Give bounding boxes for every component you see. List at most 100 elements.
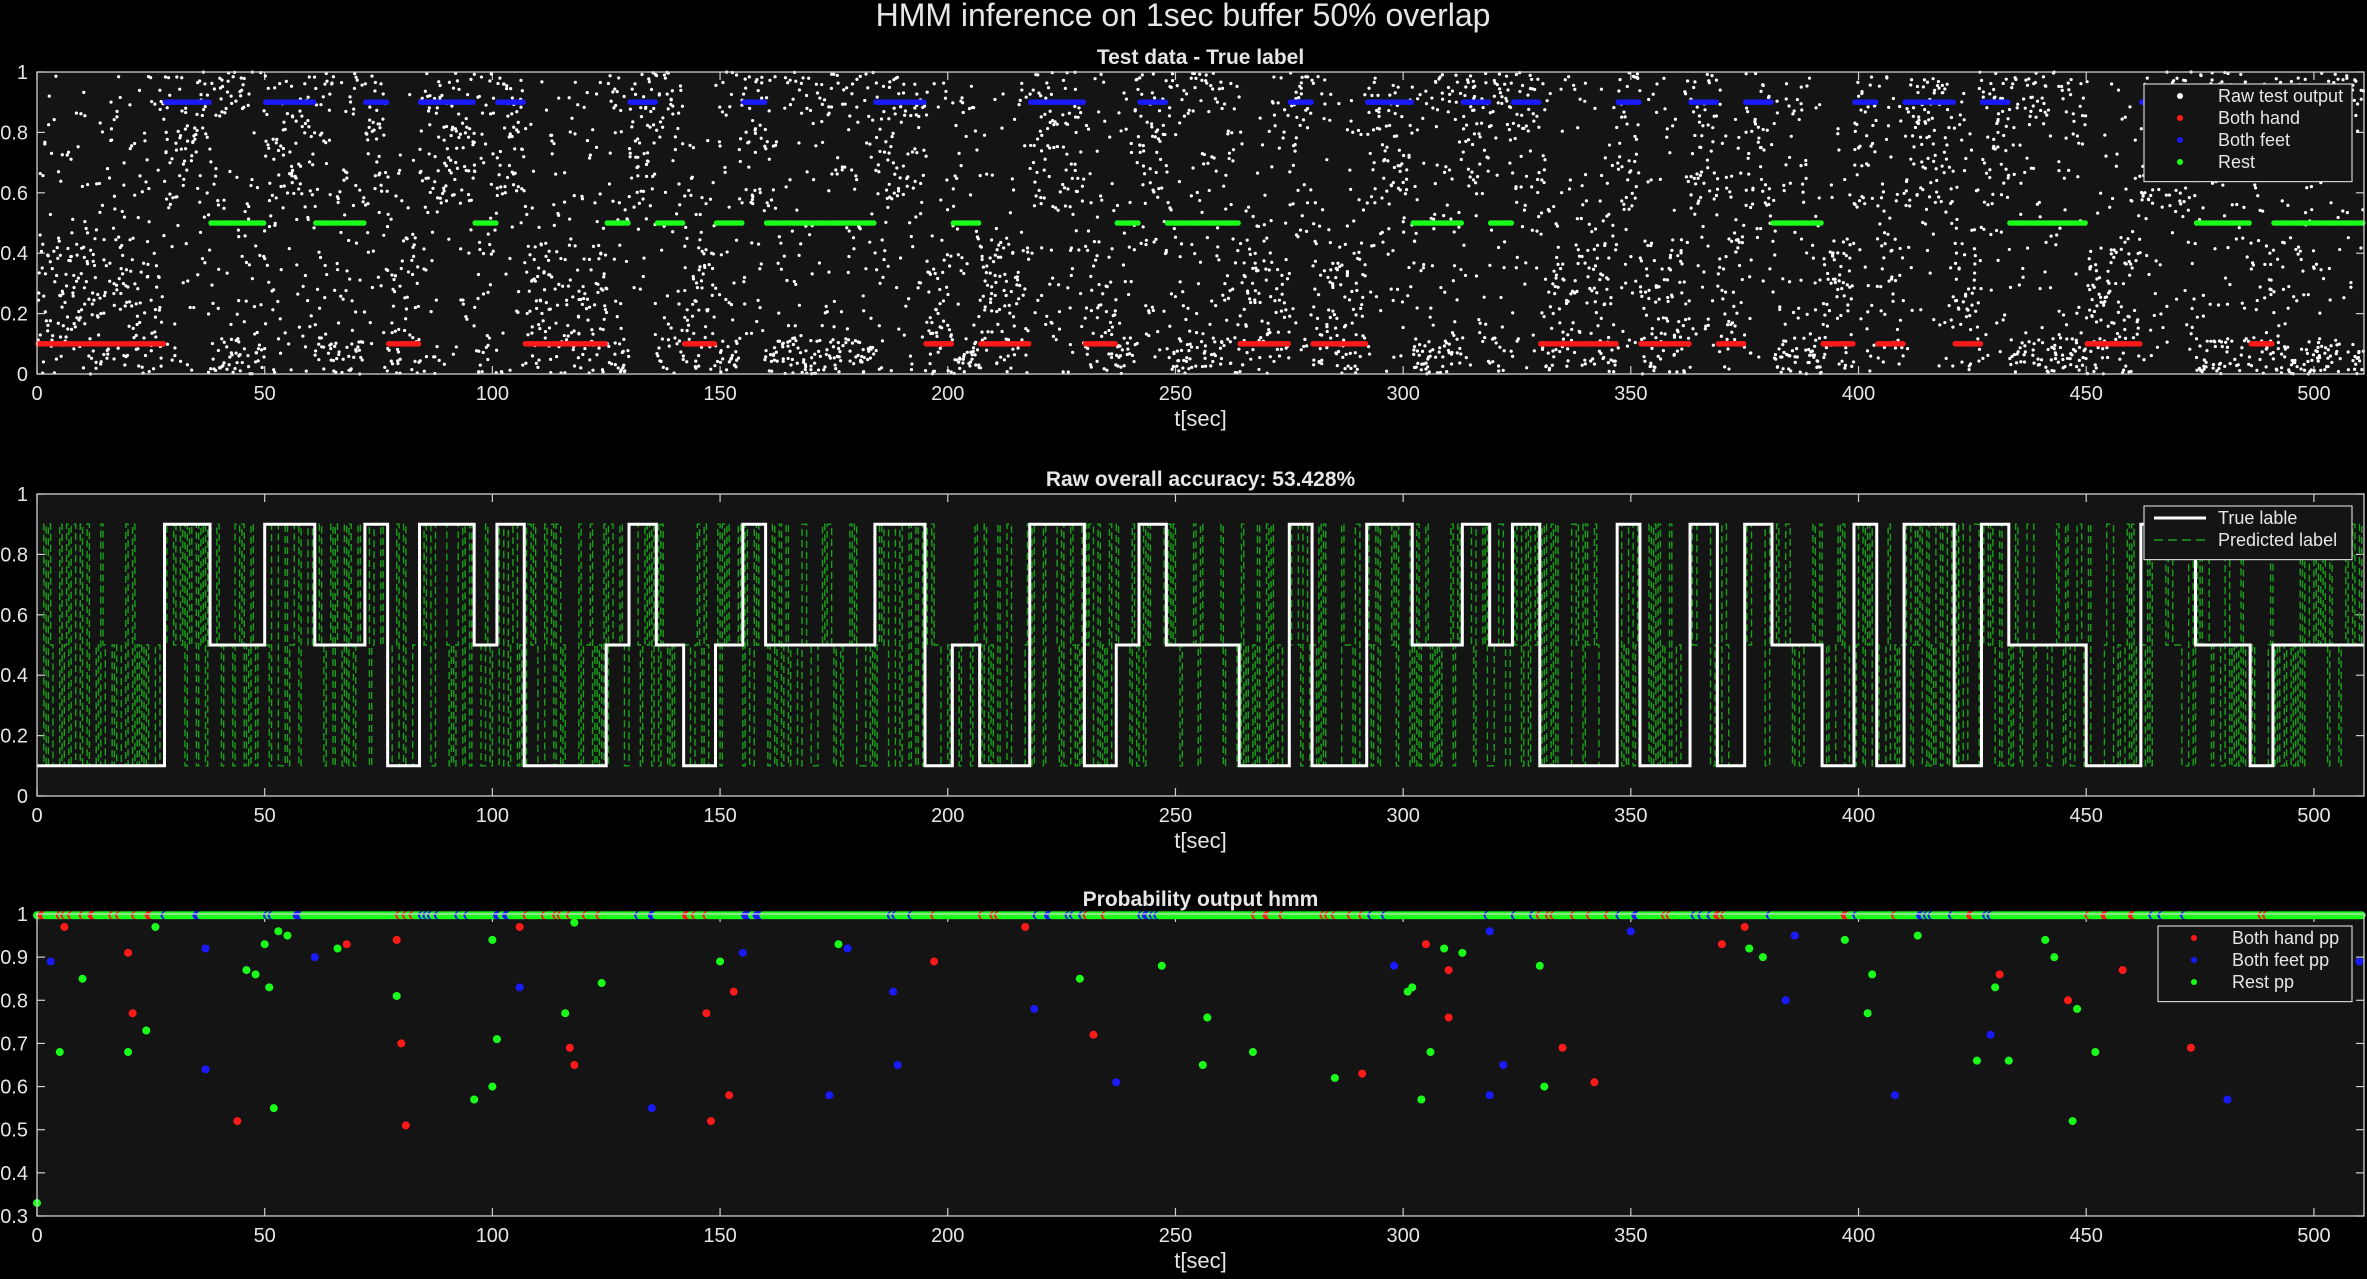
- raw-output-point: [2043, 110, 2047, 114]
- raw-output-point: [1886, 232, 1890, 236]
- raw-output-point: [1870, 196, 1874, 200]
- raw-output-point: [124, 268, 129, 272]
- raw-output-point: [1876, 204, 1880, 208]
- raw-output-point: [1003, 272, 1007, 276]
- raw-output-point: [1652, 369, 1656, 373]
- raw-output-point: [1942, 171, 1946, 175]
- raw-output-point: [105, 167, 110, 171]
- raw-output-point: [657, 92, 662, 96]
- raw-output-point: [641, 274, 645, 279]
- raw-output-point: [1147, 334, 1151, 338]
- raw-output-point: [1363, 274, 1367, 278]
- raw-output-point: [1778, 305, 1782, 309]
- raw-output-point: [1301, 118, 1306, 122]
- raw-output-point: [488, 79, 492, 83]
- raw-output-point: [1334, 275, 1338, 280]
- raw-output-point: [282, 120, 286, 124]
- raw-output-point: [366, 250, 370, 254]
- raw-output-point: [1268, 355, 1272, 359]
- raw-output-point: [1570, 289, 1575, 293]
- raw-output-point: [1076, 115, 1080, 119]
- raw-output-point: [1567, 187, 1572, 191]
- raw-output-point: [1918, 135, 1923, 139]
- raw-output-point: [1164, 164, 1168, 168]
- raw-output-point: [2186, 240, 2190, 244]
- raw-output-point: [1882, 209, 1886, 213]
- raw-output-point: [983, 305, 987, 309]
- raw-output-point: [1119, 365, 1123, 369]
- raw-output-point: [743, 302, 747, 306]
- raw-output-point: [1466, 167, 1471, 171]
- raw-output-point: [801, 76, 805, 80]
- raw-output-point: [1893, 278, 1898, 283]
- raw-output-point: [1398, 188, 1402, 192]
- raw-output-point: [794, 339, 798, 343]
- raw-output-point: [340, 370, 344, 375]
- raw-output-point: [1310, 78, 1314, 82]
- raw-output-point: [1781, 367, 1785, 371]
- raw-output-point: [2147, 198, 2151, 202]
- raw-output-point: [1348, 168, 1352, 172]
- raw-output-point: [2048, 286, 2053, 290]
- raw-output-point: [1935, 178, 1939, 183]
- raw-output-point: [1245, 351, 1249, 355]
- raw-output-point: [1863, 110, 1867, 114]
- raw-output-point: [758, 187, 762, 191]
- raw-output-point: [1606, 361, 1610, 365]
- raw-output-point: [521, 363, 525, 367]
- raw-output-point: [204, 132, 208, 136]
- raw-output-point: [1004, 293, 1008, 298]
- raw-output-point: [2269, 352, 2273, 356]
- raw-output-point: [1912, 162, 1916, 166]
- raw-output-point: [1491, 360, 1495, 364]
- raw-output-point: [1979, 287, 1983, 291]
- raw-output-point: [220, 110, 224, 114]
- raw-output-point: [105, 356, 109, 360]
- raw-output-point: [727, 205, 731, 209]
- raw-output-point: [1627, 159, 1631, 163]
- raw-output-point: [1609, 358, 1613, 362]
- raw-output-point: [2127, 315, 2131, 319]
- raw-output-point: [1831, 254, 1835, 258]
- raw-output-point: [1592, 247, 1596, 251]
- raw-output-point: [763, 127, 767, 132]
- raw-output-point: [1953, 261, 1958, 265]
- raw-output-point: [1262, 259, 1266, 263]
- raw-output-point: [1797, 117, 1801, 122]
- raw-output-point: [1315, 326, 1319, 331]
- raw-output-point: [1802, 336, 1806, 340]
- raw-output-point: [895, 286, 899, 290]
- raw-output-point: [247, 365, 251, 369]
- raw-output-point: [167, 206, 171, 210]
- raw-output-point: [196, 186, 200, 191]
- raw-output-point: [559, 256, 563, 261]
- raw-output-point: [1193, 86, 1197, 90]
- raw-output-point: [1216, 245, 1220, 249]
- raw-output-point: [2225, 350, 2229, 354]
- raw-output-point: [850, 92, 854, 96]
- raw-output-point: [2190, 306, 2194, 311]
- raw-output-point: [1203, 364, 1208, 368]
- raw-output-point: [1904, 179, 1909, 184]
- raw-output-point: [808, 108, 813, 113]
- raw-output-point: [1168, 324, 1172, 328]
- raw-output-point: [1273, 299, 1277, 303]
- raw-output-point: [1998, 349, 2002, 354]
- raw-output-point: [231, 370, 235, 374]
- raw-output-point: [1175, 349, 1179, 353]
- raw-output-point: [1359, 241, 1364, 245]
- raw-output-point: [162, 117, 166, 121]
- raw-output-point: [949, 370, 953, 374]
- raw-output-point: [2039, 358, 2044, 362]
- raw-output-point: [1442, 214, 1446, 218]
- raw-output-point: [1923, 166, 1928, 170]
- raw-output-point: [1049, 320, 1053, 324]
- raw-output-point: [2153, 291, 2157, 296]
- raw-output-point: [128, 238, 132, 242]
- raw-output-point: [1305, 126, 1310, 130]
- raw-output-point: [1869, 75, 1874, 79]
- raw-output-point: [1483, 335, 1487, 340]
- raw-output-point: [567, 96, 571, 100]
- raw-output-point: [38, 333, 42, 337]
- raw-output-point: [1187, 367, 1191, 371]
